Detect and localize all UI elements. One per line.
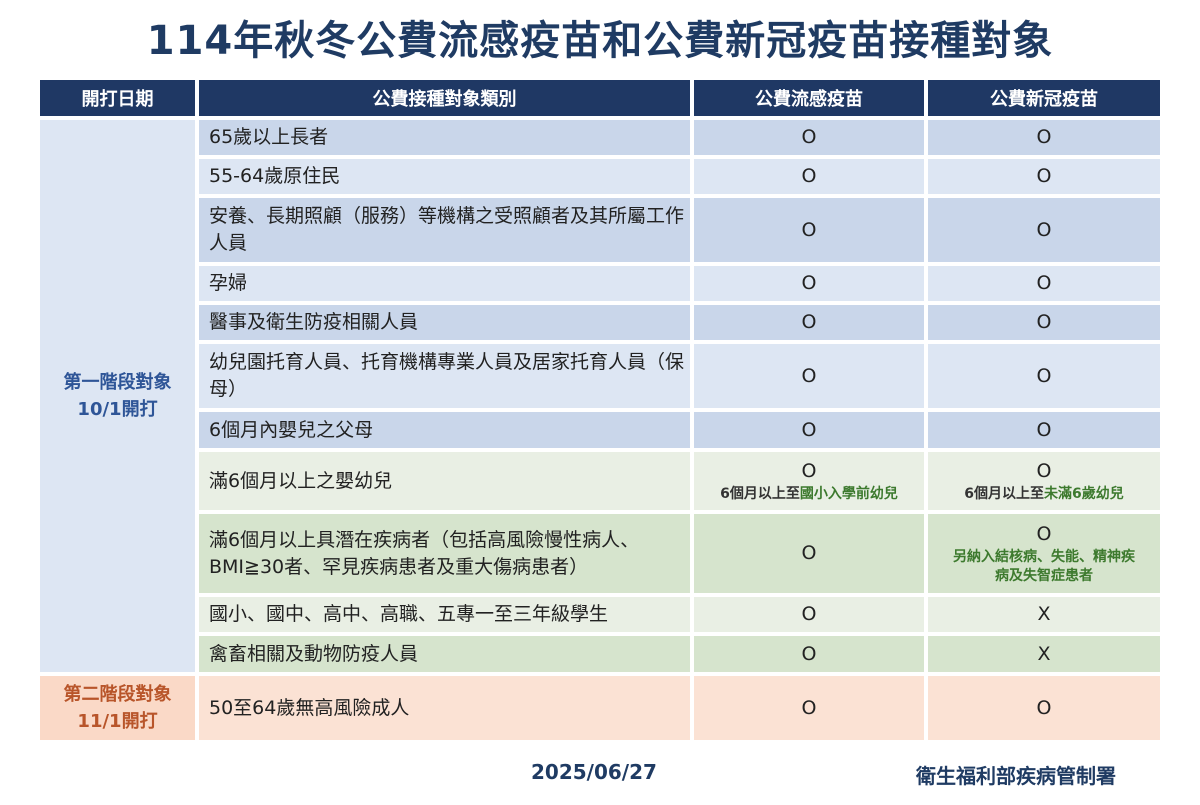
covid-cell: O — [928, 120, 1160, 155]
covid-note-text: 未滿6歲幼兒 — [1044, 486, 1124, 502]
footer-org: 衛生福利部疾病管制署 — [916, 764, 1116, 788]
covid-cell: X — [928, 597, 1160, 632]
flu-mark: O — [801, 418, 817, 441]
category-text: 滿6個月以上具潛在疾病者（包括高風險慢性病人、BMI≧30者、罕見疾病患者及重大… — [209, 528, 640, 578]
covid-cell: O 6個月以上至未滿6歲幼兒 — [928, 452, 1160, 510]
covid-mark: O — [1036, 165, 1052, 187]
covid-mark: O — [1036, 311, 1052, 333]
category-text: 國小、國中、高中、高職、五專一至三年級學生 — [209, 603, 609, 625]
flu-cell: O 6個月以上至國小入學前幼兒 — [694, 452, 924, 510]
covid-cell: O — [928, 266, 1160, 301]
covid-note-text: 另納入結核病、失能、精神疾病及失智症患者 — [953, 549, 1135, 584]
category-cell: 禽畜相關及動物防疫人員 — [199, 636, 690, 672]
flu-note-text: 6個月以上至 — [720, 486, 800, 502]
flu-mark: O — [801, 218, 817, 241]
flu-mark: O — [801, 126, 817, 148]
header-date: 開打日期 — [40, 80, 195, 116]
flu-mark: O — [801, 696, 817, 719]
category-cell: 滿6個月以上具潛在疾病者（包括高風險慢性病人、BMI≧30者、罕見疾病患者及重大… — [199, 514, 690, 593]
flu-cell: O — [694, 344, 924, 408]
category-cell: 安養、長期照顧（服務）等機構之受照顧者及其所屬工作人員 — [199, 198, 690, 262]
covid-cell: O — [928, 159, 1160, 194]
covid-cell: O — [928, 305, 1160, 340]
category-cell: 65歲以上長者 — [199, 120, 690, 155]
category-text: 安養、長期照顧（服務）等機構之受照顧者及其所屬工作人員 — [209, 205, 685, 254]
flu-cell: O — [694, 159, 924, 194]
covid-mark: O — [1036, 126, 1052, 148]
covid-note-text: 6個月以上至 — [964, 486, 1044, 502]
category-cell: 孕婦 — [199, 266, 690, 301]
flu-cell: O — [694, 514, 924, 593]
flu-mark: O — [801, 642, 817, 665]
category-cell: 6個月內嬰兒之父母 — [199, 412, 690, 448]
category-text: 55-64歲原住民 — [209, 165, 341, 187]
flu-cell: O — [694, 597, 924, 632]
category-cell: 國小、國中、高中、高職、五專一至三年級學生 — [199, 597, 690, 632]
category-cell: 醫事及衛生防疫相關人員 — [199, 305, 690, 340]
header-covid: 公費新冠疫苗 — [928, 80, 1160, 116]
phase1-cell: 第一階段對象 10/1開打 — [40, 120, 195, 672]
covid-cell: O 另納入結核病、失能、精神疾病及失智症患者 — [928, 514, 1160, 593]
category-text: 醫事及衛生防疫相關人員 — [209, 311, 419, 333]
category-cell: 幼兒園托育人員、托育機構專業人員及居家托育人員（保母） — [199, 344, 690, 408]
footer-date: 2025/06/27 — [531, 760, 657, 784]
category-cell: 滿6個月以上之嬰幼兒 — [199, 452, 690, 510]
covid-cell: X — [928, 636, 1160, 672]
flu-mark: O — [801, 364, 817, 387]
flu-cell: O — [694, 636, 924, 672]
phase2-date: 11/1開打 — [77, 711, 158, 732]
flu-cell: O — [694, 412, 924, 448]
category-text: 65歲以上長者 — [209, 126, 329, 148]
category-text: 孕婦 — [209, 272, 248, 294]
flu-cell: O — [694, 198, 924, 262]
covid-cell: O — [928, 344, 1160, 408]
category-text: 6個月內嬰兒之父母 — [209, 418, 374, 441]
covid-mark: O — [1036, 272, 1052, 294]
flu-mark: O — [801, 603, 817, 625]
flu-mark: O — [801, 542, 817, 564]
flu-note: 6個月以上至國小入學前幼兒 — [720, 485, 898, 504]
covid-mark: O — [1036, 218, 1052, 241]
covid-mark: O — [1036, 460, 1052, 482]
category-text: 禽畜相關及動物防疫人員 — [209, 642, 419, 665]
phase2-cell: 第二階段對象 11/1開打 — [40, 676, 195, 740]
covid-mark: O — [1036, 364, 1052, 387]
header-category: 公費接種對象類別 — [199, 80, 690, 116]
flu-cell: O — [694, 120, 924, 155]
flu-note-text: 國小入學前幼兒 — [799, 486, 898, 502]
category-cell: 50至64歲無高風險成人 — [199, 676, 690, 740]
flu-cell: O — [694, 305, 924, 340]
covid-note: 另納入結核病、失能、精神疾病及失智症患者 — [928, 548, 1160, 586]
covid-cell: O — [928, 412, 1160, 448]
phase2-label: 第二階段對象 — [63, 684, 172, 705]
page-title: 114年秋冬公費流感疫苗和公費新冠疫苗接種對象 — [146, 18, 1054, 64]
covid-cell: O — [928, 676, 1160, 740]
covid-mark: O — [1036, 696, 1052, 719]
covid-mark: X — [1037, 642, 1051, 665]
covid-mark: O — [1036, 418, 1052, 441]
category-text: 幼兒園托育人員、托育機構專業人員及居家托育人員（保母） — [209, 351, 685, 400]
phase1-date: 10/1開打 — [77, 399, 158, 420]
covid-mark: X — [1037, 603, 1051, 625]
category-cell: 55-64歲原住民 — [199, 159, 690, 194]
covid-note: 6個月以上至未滿6歲幼兒 — [964, 485, 1124, 504]
flu-mark: O — [801, 311, 817, 333]
flu-mark: O — [801, 272, 817, 294]
flu-mark: O — [801, 165, 817, 187]
category-text: 50至64歲無高風險成人 — [209, 696, 410, 719]
phase1-label: 第一階段對象 — [63, 372, 172, 393]
covid-mark: O — [1036, 523, 1052, 545]
vaccine-eligibility-table: 開打日期 公費接種對象類別 公費流感疫苗 公費新冠疫苗 第一階段對象 10/1開… — [40, 80, 1160, 740]
header-flu: 公費流感疫苗 — [694, 80, 924, 116]
flu-cell: O — [694, 266, 924, 301]
category-text: 滿6個月以上之嬰幼兒 — [209, 469, 393, 492]
flu-cell: O — [694, 676, 924, 740]
covid-cell: O — [928, 198, 1160, 262]
flu-mark: O — [801, 460, 817, 482]
